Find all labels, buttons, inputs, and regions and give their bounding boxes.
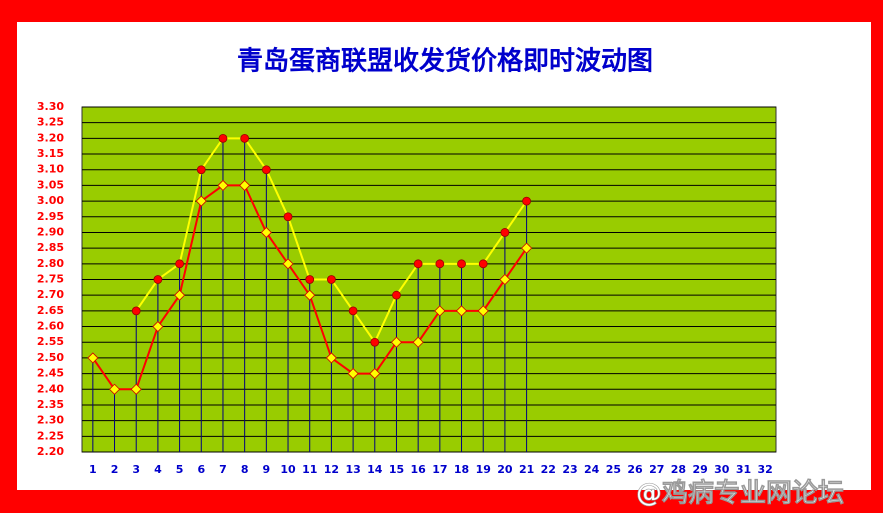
marker — [218, 133, 228, 143]
x-tick-label: 29 — [692, 463, 707, 476]
x-tick-label: 4 — [154, 463, 162, 476]
marker — [131, 306, 141, 316]
x-tick-label: 27 — [649, 463, 664, 476]
x-tick-label: 19 — [476, 463, 491, 476]
marker — [239, 179, 251, 191]
marker — [478, 259, 488, 269]
marker — [260, 226, 272, 239]
x-tick-label: 2 — [111, 463, 119, 476]
marker — [175, 259, 184, 269]
marker — [325, 352, 337, 364]
y-tick-label: 2.60 — [37, 320, 64, 333]
x-tick-label: 24 — [584, 463, 600, 476]
x-tick-label: 31 — [736, 463, 751, 476]
marker — [435, 259, 445, 269]
marker — [413, 259, 423, 269]
marker — [348, 306, 358, 316]
x-tick-label: 21 — [519, 463, 534, 476]
y-tick-label: 2.40 — [37, 382, 64, 395]
x-tick-label: 32 — [758, 463, 773, 476]
marker — [282, 258, 294, 270]
marker — [370, 337, 380, 347]
y-tick-label: 2.65 — [37, 304, 64, 317]
x-tick-label: 17 — [432, 463, 447, 476]
x-tick-label: 3 — [132, 463, 140, 476]
chart-title: 青岛蛋商联盟收发货价格即时波动图 — [237, 46, 653, 77]
marker — [500, 228, 510, 237]
y-tick-label: 3.30 — [37, 100, 64, 113]
y-tick-label: 2.75 — [37, 273, 64, 286]
y-tick-label: 2.70 — [37, 288, 64, 301]
y-tick-label: 2.25 — [37, 429, 64, 442]
marker — [521, 242, 533, 254]
watermark: @鸡病专业网论坛 — [636, 478, 844, 509]
marker — [152, 320, 164, 333]
marker — [434, 305, 446, 317]
y-tick-label: 3.10 — [37, 163, 64, 176]
marker — [153, 275, 163, 284]
y-tick-label: 2.55 — [37, 335, 64, 348]
x-tick-label: 25 — [606, 463, 621, 476]
y-tick-label: 3.15 — [37, 147, 64, 160]
marker — [390, 336, 403, 348]
x-tick-label: 16 — [411, 463, 427, 476]
x-tick-label: 1 — [89, 463, 97, 476]
marker — [305, 275, 315, 284]
x-tick-label: 14 — [367, 463, 383, 476]
x-tick-label: 26 — [627, 463, 643, 476]
x-tick-label: 5 — [176, 463, 184, 476]
marker — [283, 212, 293, 222]
marker — [240, 133, 250, 143]
y-tick-label: 3.25 — [37, 116, 64, 129]
x-tick-label: 23 — [562, 463, 577, 476]
marker — [522, 196, 531, 206]
x-tick-label: 10 — [280, 463, 296, 476]
y-tick-label: 3.05 — [37, 178, 64, 191]
y-tick-label: 2.20 — [37, 445, 64, 458]
x-tick-label: 12 — [324, 463, 339, 476]
marker — [87, 352, 99, 364]
x-tick-label: 6 — [197, 463, 205, 476]
x-tick-label: 7 — [219, 463, 227, 476]
x-tick-label: 9 — [263, 463, 271, 476]
marker — [130, 383, 142, 395]
y-tick-label: 2.35 — [37, 398, 64, 411]
y-tick-label: 2.85 — [37, 241, 64, 254]
y-tick-label: 2.30 — [37, 414, 64, 427]
marker — [261, 165, 271, 175]
y-tick-label: 2.95 — [37, 210, 64, 223]
x-tick-label: 20 — [497, 463, 513, 476]
y-tick-label: 2.90 — [37, 225, 64, 238]
marker — [347, 368, 359, 380]
x-tick-label: 28 — [671, 463, 686, 476]
y-tick-label: 2.45 — [37, 367, 64, 380]
marker — [217, 179, 229, 191]
marker — [499, 273, 511, 286]
y-tick-label: 3.00 — [37, 194, 64, 207]
marker — [327, 275, 336, 284]
marker — [196, 165, 206, 175]
x-tick-label: 22 — [541, 463, 556, 476]
marker — [195, 195, 207, 207]
x-tick-label: 11 — [302, 463, 317, 476]
x-tick-label: 18 — [454, 463, 469, 476]
marker — [392, 290, 401, 300]
marker — [477, 305, 489, 317]
x-tick-label: 13 — [345, 463, 360, 476]
marker — [174, 289, 186, 301]
marker — [412, 336, 424, 348]
y-tick-label: 3.20 — [37, 131, 64, 144]
y-tick-label: 2.50 — [37, 351, 64, 364]
marker — [457, 259, 466, 269]
x-tick-label: 8 — [241, 463, 249, 476]
y-tick-label: 2.80 — [37, 257, 64, 270]
marker — [108, 383, 121, 395]
marker — [455, 305, 468, 317]
x-tick-label: 15 — [389, 463, 404, 476]
marker — [304, 289, 316, 301]
x-tick-label: 30 — [714, 463, 730, 476]
marker — [369, 368, 381, 380]
